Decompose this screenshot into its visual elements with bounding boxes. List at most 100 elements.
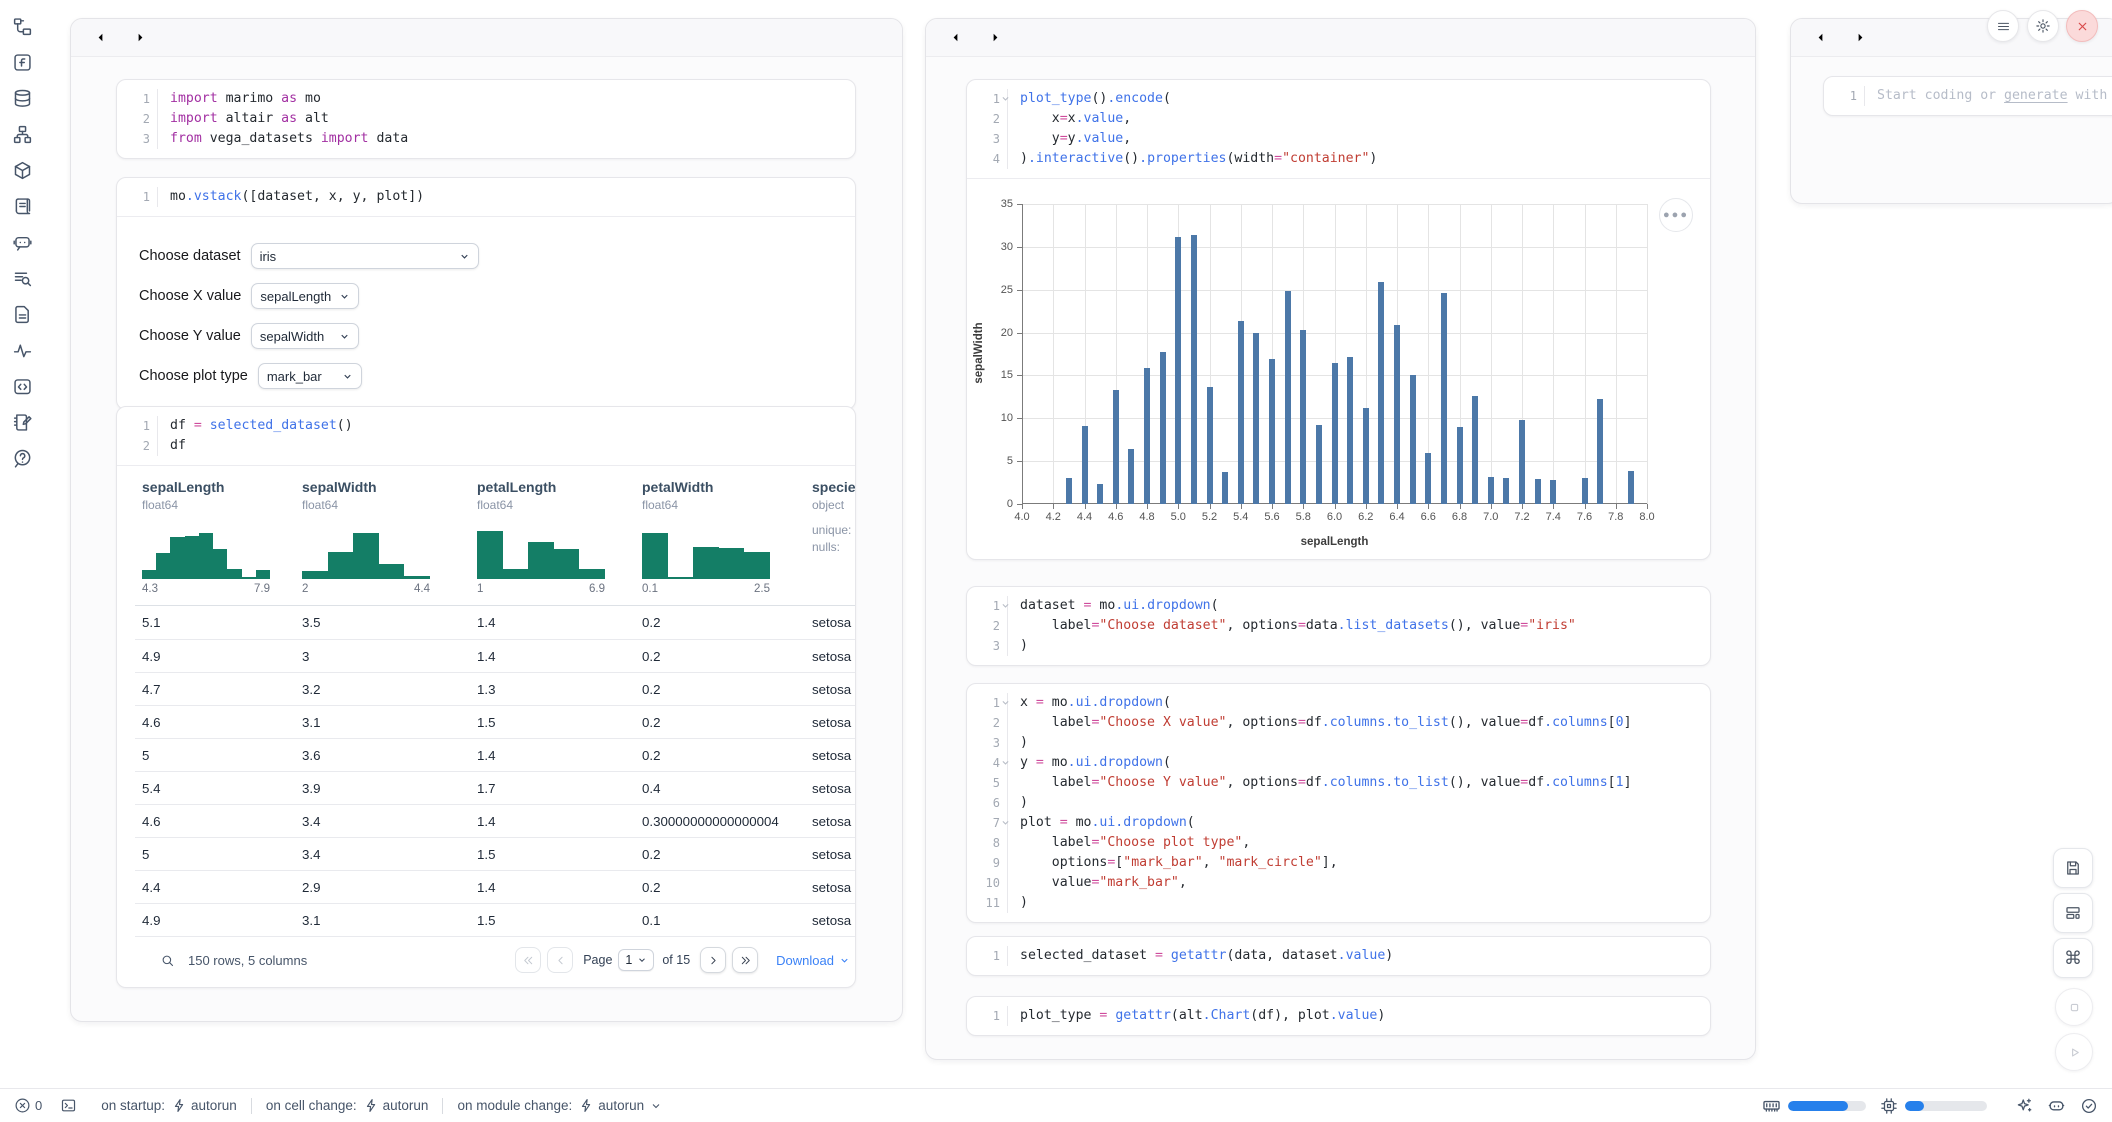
code-text[interactable]: label="Choose Y value", options=df.colum… xyxy=(1007,773,1710,793)
chart-bar[interactable] xyxy=(1582,478,1588,504)
notebook-pen-icon[interactable] xyxy=(0,404,44,440)
chart-bar[interactable] xyxy=(1394,325,1400,504)
chart-bar[interactable] xyxy=(1410,375,1416,504)
chart-bar[interactable] xyxy=(1160,352,1166,504)
code-cell-selected-dataset[interactable]: 1selected_dataset = getattr(data, datase… xyxy=(966,936,1711,976)
column-histogram[interactable] xyxy=(642,521,770,579)
chart-bar[interactable] xyxy=(1441,293,1447,504)
chart-bar[interactable] xyxy=(1144,368,1150,504)
code-text[interactable]: y=y.value, xyxy=(1007,129,1710,149)
fold-icon[interactable] xyxy=(1001,94,1010,103)
chart-bar[interactable] xyxy=(1519,420,1525,504)
code-text[interactable]: df = selected_dataset() xyxy=(157,416,855,436)
generate-with-ai-link[interactable]: generate xyxy=(2004,88,2068,103)
code-cell-dataframe[interactable]: 1df = selected_dataset()2df sepalLengthf… xyxy=(116,406,856,988)
chart-bar[interactable] xyxy=(1066,478,1072,504)
notebook-menu-button[interactable] xyxy=(1987,10,2019,42)
copilot-button[interactable] xyxy=(2047,1096,2066,1115)
activity-icon[interactable] xyxy=(0,332,44,368)
code-text[interactable]: df xyxy=(157,436,855,456)
ai-sparkles-button[interactable] xyxy=(2015,1097,2033,1115)
column-header-petalLength[interactable]: petalLengthfloat6416.9 xyxy=(477,479,642,595)
code-text[interactable]: plot_type = getattr(alt.Chart(df), plot.… xyxy=(1007,1006,1710,1026)
chart-bar[interactable] xyxy=(1300,330,1306,504)
code-cell-imports[interactable]: 1import marimo as mo2import altair as al… xyxy=(116,79,856,159)
empty-code-cell[interactable]: 1 Start coding or generate with AI xyxy=(1823,76,2112,116)
code-text[interactable]: label="Choose X value", options=df.colum… xyxy=(1007,713,1710,733)
add-cell-button[interactable] xyxy=(167,25,193,51)
chart-bar[interactable] xyxy=(1457,427,1463,504)
chart-bar[interactable] xyxy=(1363,408,1369,504)
code-text[interactable]: ) xyxy=(1007,893,1710,913)
code-text[interactable]: x=x.value, xyxy=(1007,109,1710,129)
last-page-button[interactable] xyxy=(732,947,758,973)
chart-bar[interactable] xyxy=(1535,479,1541,504)
table-row[interactable]: 4.93.11.50.1setosa xyxy=(135,903,856,936)
first-page-button[interactable] xyxy=(515,947,541,973)
chart-bar[interactable] xyxy=(1238,321,1244,504)
settings-button[interactable] xyxy=(2027,10,2059,42)
column-header-sepalLength[interactable]: sepalLengthfloat644.37.9 xyxy=(142,479,302,595)
fold-icon[interactable] xyxy=(1001,758,1010,767)
chart-bar[interactable] xyxy=(1503,478,1509,504)
column-collapse-left-button[interactable] xyxy=(1807,25,1833,51)
code-text[interactable]: mo.vstack([dataset, x, y, plot]) xyxy=(157,187,855,207)
code-text[interactable]: ) xyxy=(1007,733,1710,753)
chart-bar[interactable] xyxy=(1550,480,1556,504)
chart-bar[interactable] xyxy=(1597,399,1603,504)
runtime-setting[interactable]: on startup:autorun xyxy=(87,1098,251,1113)
database-icon[interactable] xyxy=(0,80,44,116)
fold-icon[interactable] xyxy=(1001,818,1010,827)
chart-bar[interactable] xyxy=(1332,363,1338,504)
altair-chart[interactable]: sepalWidth 4.04.24.44.64.85.05.25.45.65.… xyxy=(967,179,1710,559)
stop-kernel-button[interactable] xyxy=(2055,988,2093,1026)
runtime-setting[interactable]: on module change:autorun xyxy=(443,1098,676,1113)
code-text[interactable]: label="Choose dataset", options=data.lis… xyxy=(1007,616,1710,636)
chart-bar[interactable] xyxy=(1082,426,1088,504)
next-page-button[interactable] xyxy=(700,947,726,973)
column-collapse-left-button[interactable] xyxy=(87,25,113,51)
code-text[interactable]: import altair as alt xyxy=(157,109,855,129)
help-chat-icon[interactable] xyxy=(0,440,44,476)
code-text[interactable]: plot_type().encode( xyxy=(1007,89,1710,109)
choose-dataset-dropdown[interactable]: iris xyxy=(251,243,479,269)
page-select[interactable]: 1 xyxy=(618,949,654,971)
terminal-button[interactable] xyxy=(60,1097,77,1114)
package-icon[interactable] xyxy=(0,152,44,188)
chart-bar[interactable] xyxy=(1425,453,1431,504)
chart-bar[interactable] xyxy=(1488,477,1494,504)
table-row[interactable]: 4.63.41.40.30000000000000004setosa xyxy=(135,804,856,837)
code-text[interactable]: ) xyxy=(1007,793,1710,813)
table-row[interactable]: 5.13.51.40.2setosa xyxy=(135,606,856,639)
column-header-sepalWidth[interactable]: sepalWidthfloat6424.4 xyxy=(302,479,477,595)
chart-bar[interactable] xyxy=(1285,291,1291,504)
connection-status-icon[interactable] xyxy=(2080,1097,2098,1115)
code-text[interactable]: import marimo as mo xyxy=(157,89,855,109)
sitemap-icon[interactable] xyxy=(0,116,44,152)
add-cell-button[interactable] xyxy=(1022,25,1048,51)
column-collapse-right-button[interactable] xyxy=(1847,25,1873,51)
table-row[interactable]: 4.42.91.40.2setosa xyxy=(135,870,856,903)
code-cell-plot-type[interactable]: 1plot_type = getattr(alt.Chart(df), plot… xyxy=(966,996,1711,1036)
column-histogram[interactable] xyxy=(302,521,430,579)
chart-bar[interactable] xyxy=(1347,357,1353,504)
chart-bar[interactable] xyxy=(1378,282,1384,504)
column-collapse-right-button[interactable] xyxy=(982,25,1008,51)
log-search-icon[interactable] xyxy=(0,260,44,296)
column-header-petalWidth[interactable]: petalWidthfloat640.12.5 xyxy=(642,479,812,595)
code-cell-dataset-dropdown[interactable]: 1dataset = mo.ui.dropdown(2 label="Choos… xyxy=(966,586,1711,666)
code-text[interactable]: label="Choose plot type", xyxy=(1007,833,1710,853)
layout-toggle-button[interactable] xyxy=(2053,893,2093,933)
column-histogram[interactable] xyxy=(477,521,605,579)
code-text[interactable]: y = mo.ui.dropdown( xyxy=(1007,753,1710,773)
command-palette-button[interactable]: ⌘ xyxy=(2053,938,2093,978)
scroll-text-icon[interactable] xyxy=(0,188,44,224)
errors-indicator[interactable]: 0 xyxy=(14,1097,42,1114)
code-cell-xy-plot-dropdowns[interactable]: 1x = mo.ui.dropdown(2 label="Choose X va… xyxy=(966,683,1711,923)
chart-bar[interactable] xyxy=(1316,425,1322,504)
table-row[interactable]: 4.931.40.2setosa xyxy=(135,639,856,672)
chart-bar[interactable] xyxy=(1128,449,1134,504)
choose-x-value-dropdown[interactable]: sepalLength xyxy=(251,283,359,309)
shutdown-button[interactable] xyxy=(2066,10,2098,42)
table-row[interactable]: 53.41.50.2setosa xyxy=(135,837,856,870)
